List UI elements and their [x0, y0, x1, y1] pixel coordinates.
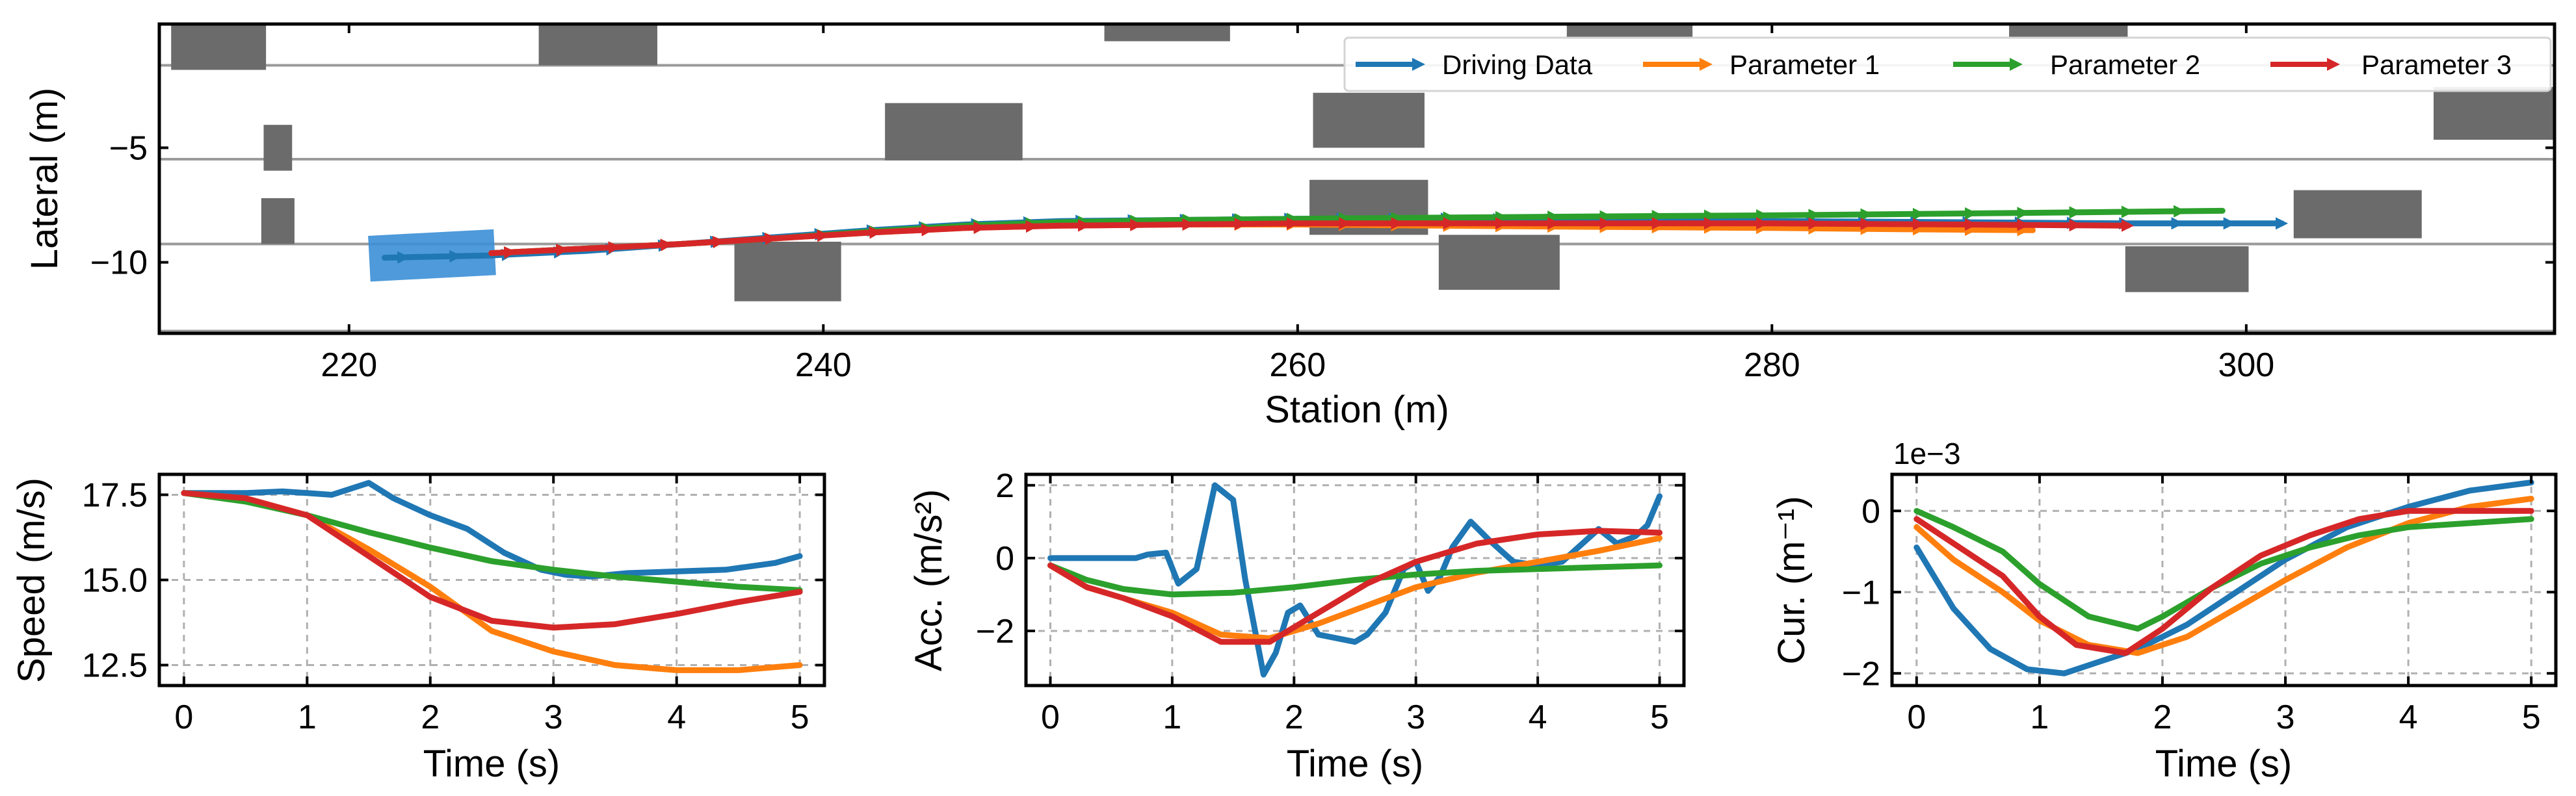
obstacle-vehicle [2293, 190, 2422, 238]
legend-label-driving-data: Driving Data [1442, 49, 1593, 80]
trajectory-x-tick-label: 220 [321, 346, 377, 384]
trajectory-series [382, 205, 2289, 264]
legend-label-parameter-3: Parameter 3 [2361, 49, 2512, 80]
speed-x-tick-label: 1 [298, 699, 317, 736]
curvature-x-tick-label: 2 [2153, 699, 2172, 736]
legend-box [1343, 36, 2552, 92]
curvature-ticks: 0 1 2 3 4 5 0 −1 −2 [1842, 474, 2556, 736]
curvature-y-tick-label: −2 [1842, 655, 1880, 693]
obstacle-vehicle [1313, 92, 1425, 148]
speed-series [181, 480, 803, 673]
trajectory-y-tick-label: −5 [109, 129, 148, 167]
speed-panel: 0 1 2 3 4 5 12.5 15.0 17.5 Time (s) Speed (m/s) [10, 472, 826, 785]
speed-series-parameter-3 [181, 490, 803, 631]
trajectory-arrow-parameter-3 [816, 229, 830, 242]
trajectory-x-label: Station (m) [1265, 389, 1449, 431]
acceleration-x-tick-label: 4 [1529, 699, 1547, 736]
curvature-scale-note: 1e−3 [1893, 437, 1961, 470]
trajectory-series-parameter-3 [488, 220, 2131, 257]
curvature-series-parameter-1 [1913, 496, 2534, 656]
acceleration-ticks: 0 1 2 3 4 5 2 0 −2 [976, 467, 1684, 736]
obstacle-vehicle [734, 241, 841, 302]
acceleration-panel: 0 1 2 3 4 5 2 0 −2 Time (s) Acc. (m/s²) [908, 467, 1686, 785]
trajectory-arrow-parameter-3 [659, 238, 674, 251]
obstacle-vehicle [1566, 24, 1693, 39]
obstacle-vehicle [263, 125, 293, 171]
acceleration-y-tick-label: −2 [976, 613, 1014, 650]
legend-entry-parameter-1: Parameter 1 [1643, 49, 1880, 80]
curvature-x-label: Time (s) [2155, 743, 2292, 785]
curvature-x-tick-label: 3 [2276, 699, 2295, 736]
obstacle-vehicle [885, 103, 1023, 160]
acceleration-series-parameter-2 [1047, 562, 1663, 598]
obstacle-vehicle [1438, 235, 1560, 290]
legend-label-parameter-2: Parameter 2 [2050, 49, 2200, 80]
curvature-grid [1892, 474, 2556, 686]
acceleration-x-tick-label: 2 [1285, 699, 1304, 736]
curvature-series-parameter-3 [1913, 507, 2534, 656]
curvature-x-tick-label: 5 [2522, 699, 2541, 736]
trajectory-x-tick-label: 260 [1269, 346, 1326, 384]
speed-ticks: 0 1 2 3 4 5 12.5 15.0 17.5 [82, 474, 824, 736]
speed-x-tick-label: 4 [667, 699, 686, 736]
trajectory-x-tick-label: 240 [795, 346, 852, 384]
acceleration-x-tick-label: 0 [1041, 699, 1060, 736]
obstacle-vehicle [2433, 86, 2555, 140]
curvature-x-tick-label: 4 [2399, 699, 2418, 736]
curvature-series [1913, 480, 2534, 676]
acceleration-y-tick-label: 2 [995, 467, 1014, 505]
curvature-panel: 0 1 2 3 4 5 0 −1 −2 1e−3 Time (s) Cur. (m⁻¹) [1770, 437, 2558, 785]
trajectory-x-tick-label: 280 [1744, 346, 1800, 384]
trajectory-arrow-parameter-3 [920, 224, 934, 237]
trajectory-arrow-parameter-3 [607, 241, 621, 254]
speed-x-tick-label: 2 [421, 699, 440, 736]
obstacle-vehicle [2009, 24, 2128, 39]
legend-entry-parameter-3: Parameter 3 [2270, 49, 2512, 80]
speed-y-tick-label: 12.5 [82, 647, 148, 685]
legend-entry-driving-data: Driving Data [1356, 49, 1593, 80]
acceleration-x-tick-label: 1 [1163, 699, 1181, 736]
legend-label-parameter-1: Parameter 1 [1729, 49, 1880, 80]
speed-x-label: Time (s) [423, 743, 560, 785]
trajectory-y-label: Lateral (m) [23, 88, 66, 270]
obstacle-vehicle [261, 198, 295, 244]
acceleration-series-parameter-3 [1047, 528, 1663, 645]
trajectory-arrow-parameter-3 [503, 246, 517, 259]
speed-x-tick-label: 5 [791, 699, 809, 736]
acceleration-frame [1024, 472, 1686, 687]
curvature-x-tick-label: 1 [2030, 699, 2049, 736]
obstacle-vehicle [538, 24, 657, 66]
trajectory-panel: 220 240 260 280 300 −5 −10 Station (m) Lateral… [23, 22, 2556, 431]
acceleration-x-label: Time (s) [1287, 743, 1423, 785]
acceleration-y-label: Acc. (m/s²) [908, 489, 950, 671]
curvature-y-tick-label: −1 [1842, 574, 1880, 611]
speed-y-tick-label: 15.0 [82, 562, 148, 600]
acceleration-series-driving-data [1047, 482, 1663, 678]
obstacle-vehicle [171, 24, 267, 70]
curvature-y-label: Cur. (m⁻¹) [1770, 496, 1813, 664]
trajectory-arrow-parameter-3 [763, 233, 778, 246]
speed-y-label: Speed (m/s) [10, 478, 53, 683]
speed-y-tick-label: 17.5 [82, 476, 148, 514]
speed-x-tick-label: 0 [174, 699, 193, 736]
acceleration-y-tick-label: 0 [995, 540, 1014, 578]
curvature-x-tick-label: 0 [1907, 699, 1926, 736]
obstacle-vehicle [2125, 246, 2249, 292]
speed-series-driving-data [181, 480, 803, 580]
trajectory-ticks: 220 240 260 280 300 −5 −10 [90, 24, 2555, 384]
curvature-y-tick-label: 0 [1861, 493, 1880, 530]
legend: Driving Data Parameter 1 Parameter 2 Par… [1343, 36, 2552, 92]
speed-x-tick-label: 3 [544, 699, 563, 736]
acceleration-x-tick-label: 5 [1650, 699, 1669, 736]
trajectory-x-tick-label: 300 [2218, 346, 2274, 384]
curvature-frame [1890, 472, 2558, 687]
trajectory-y-tick-label: −10 [90, 244, 148, 282]
acceleration-series [1047, 482, 1663, 678]
legend-entry-parameter-2: Parameter 2 [1953, 49, 2200, 80]
curvature-series-parameter-2 [1913, 507, 2534, 632]
obstacle-vehicle [1104, 24, 1230, 42]
trajectory-frame [157, 22, 2556, 335]
acceleration-x-tick-label: 3 [1406, 699, 1425, 736]
